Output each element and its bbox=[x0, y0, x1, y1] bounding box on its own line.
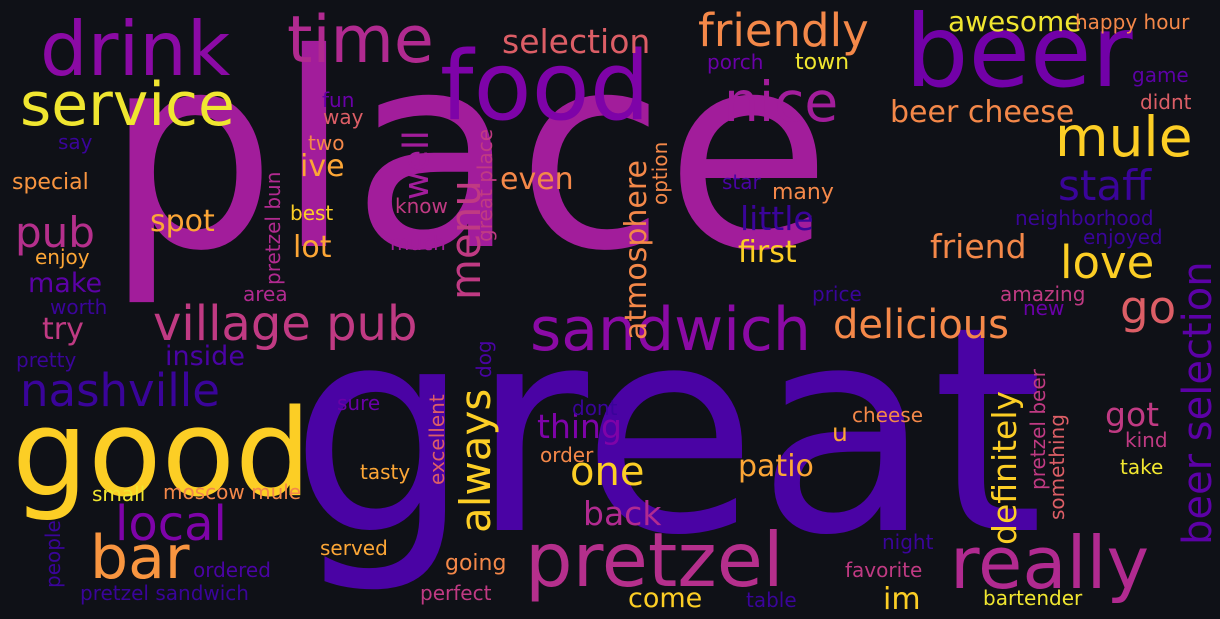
word-ive: ive bbox=[300, 149, 345, 184]
word-new: new bbox=[1023, 296, 1065, 320]
word-beer: beer bbox=[905, 0, 1133, 110]
word-make: make bbox=[28, 268, 103, 299]
word-price: price bbox=[812, 282, 862, 306]
word-little: little bbox=[740, 199, 814, 238]
word-area: area bbox=[243, 282, 288, 306]
word-star: star bbox=[722, 170, 761, 194]
word-love: love bbox=[1060, 236, 1155, 289]
word-time: time bbox=[287, 3, 434, 78]
word-staff: staff bbox=[1058, 161, 1152, 210]
word-cheese: cheese bbox=[852, 403, 924, 427]
word-food: food bbox=[440, 32, 650, 142]
word-pretzel: pretzel bbox=[525, 516, 784, 604]
word-amazing: amazing bbox=[1000, 282, 1086, 306]
word-something: something bbox=[1045, 414, 1069, 520]
word-pretzel-bun: pretzel bun bbox=[261, 171, 285, 285]
word-know: know bbox=[395, 194, 448, 218]
word-night: night bbox=[882, 530, 934, 554]
word-sure: sure bbox=[337, 391, 381, 415]
word-inside: inside bbox=[165, 341, 245, 372]
word-enjoy: enjoy bbox=[35, 245, 90, 269]
word-dog: dog bbox=[472, 340, 496, 378]
word-pretzel-sandwich: pretzel sandwich bbox=[80, 581, 249, 605]
word-special: special bbox=[12, 170, 89, 195]
word-local: local bbox=[115, 496, 227, 552]
word-got: got bbox=[1105, 395, 1160, 434]
word-mule: mule bbox=[1055, 105, 1193, 169]
word-spot: spot bbox=[150, 204, 215, 239]
word-sandwich: sandwich bbox=[530, 295, 811, 365]
word-first: first bbox=[738, 235, 797, 270]
word-thing: thing bbox=[537, 407, 622, 446]
word-small: small bbox=[92, 482, 146, 506]
word-enjoyed: enjoyed bbox=[1083, 225, 1163, 249]
word-lot: lot bbox=[293, 230, 332, 265]
word-tasty: tasty bbox=[360, 460, 411, 484]
word-dont: dont bbox=[572, 396, 618, 420]
word-friendly: friendly bbox=[698, 4, 869, 57]
word-u: u bbox=[832, 418, 848, 447]
word-way: way bbox=[323, 105, 364, 129]
word-perfect: perfect bbox=[420, 581, 492, 605]
word-really: really bbox=[950, 521, 1150, 605]
word-drink: drink bbox=[40, 5, 231, 93]
word-well: well bbox=[397, 130, 437, 200]
word-bar: bar bbox=[90, 523, 190, 593]
word-neighborhood: neighborhood bbox=[1015, 206, 1154, 230]
word-favorite: favorite bbox=[845, 558, 923, 582]
word-people: people bbox=[41, 520, 65, 588]
word-come: come bbox=[628, 583, 703, 614]
word-game: game bbox=[1132, 63, 1189, 87]
word-happy-hour: happy hour bbox=[1075, 10, 1190, 34]
word-selection: selection bbox=[502, 22, 651, 61]
word-pub: pub bbox=[15, 208, 95, 257]
word-excellent: excellent bbox=[425, 394, 449, 485]
word-friend: friend bbox=[930, 227, 1027, 266]
word-going: going bbox=[445, 551, 507, 576]
word-beer-selection: beer selection bbox=[1175, 261, 1220, 545]
word-table: table bbox=[746, 588, 797, 612]
word-nashville: nashville bbox=[20, 364, 220, 417]
word-worth: worth bbox=[50, 295, 108, 319]
word-kind: kind bbox=[1125, 428, 1168, 452]
word-back: back bbox=[583, 494, 662, 533]
word-take: take bbox=[1120, 455, 1164, 479]
word-bartender: bartender bbox=[983, 586, 1083, 610]
word-fun: fun bbox=[322, 88, 355, 112]
word-delicious: delicious bbox=[833, 302, 1009, 348]
word-patio: patio bbox=[738, 449, 814, 484]
word-many: many bbox=[772, 180, 834, 205]
word-great-place: great place bbox=[473, 128, 497, 242]
word-place: place bbox=[105, 0, 832, 310]
word-town: town bbox=[795, 50, 850, 75]
word-order: order bbox=[540, 443, 594, 467]
word-definitely: definitely bbox=[985, 390, 1024, 545]
word-always: always bbox=[451, 388, 500, 533]
word-service: service bbox=[20, 70, 235, 140]
word-served: served bbox=[320, 536, 388, 560]
word-even: even bbox=[500, 162, 574, 197]
word-village-pub: village pub bbox=[153, 296, 418, 352]
word-go: go bbox=[1120, 281, 1177, 334]
word-nice: nice bbox=[724, 70, 839, 134]
word-two: two bbox=[308, 131, 345, 155]
word-ordered: ordered bbox=[193, 558, 271, 582]
word-pretty: pretty bbox=[16, 348, 77, 372]
word-im: im bbox=[883, 582, 921, 617]
word-option: option bbox=[648, 141, 672, 205]
word-best: best bbox=[290, 201, 334, 225]
word-great: great bbox=[290, 266, 1044, 598]
word-porch: porch bbox=[707, 50, 764, 74]
word-one: one bbox=[570, 449, 645, 495]
word-much: much bbox=[390, 231, 446, 255]
word-didnt: didnt bbox=[1140, 90, 1192, 114]
word-say: say bbox=[58, 130, 93, 154]
word-moscow-mule: moscow mule bbox=[163, 480, 302, 504]
word-good: good bbox=[12, 385, 312, 524]
word-try: try bbox=[42, 312, 84, 347]
word-awesome: awesome bbox=[948, 5, 1082, 38]
word-beer-cheese: beer cheese bbox=[890, 95, 1075, 130]
